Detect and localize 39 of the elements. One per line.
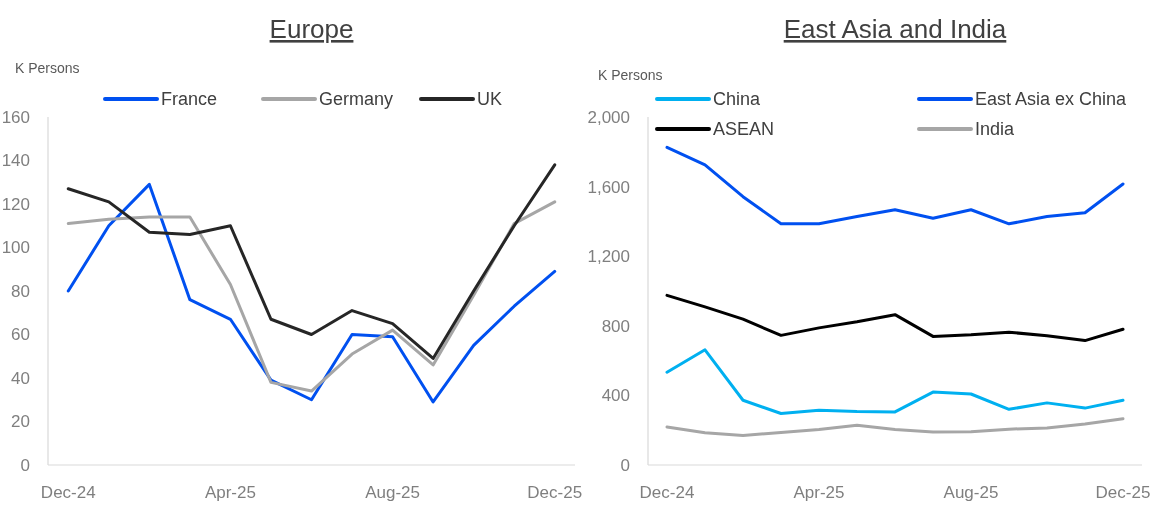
x-tick-label: Dec-25 bbox=[527, 483, 583, 502]
x-tick-label: Apr-25 bbox=[793, 483, 845, 502]
line-series bbox=[665, 145, 1125, 226]
y-tick-label: 1,200 bbox=[587, 247, 630, 267]
line-series bbox=[665, 348, 1125, 415]
legend-label: East Asia ex China bbox=[975, 89, 1128, 110]
y-tick-label: 1,600 bbox=[587, 177, 630, 197]
x-tick-label: Dec-24 bbox=[40, 483, 96, 502]
x-tick-label: Dec-25 bbox=[1095, 483, 1151, 502]
y-tick-label: 40 bbox=[11, 368, 30, 388]
x-tick-label: Dec-24 bbox=[639, 483, 695, 502]
x-tick-label: Aug-25 bbox=[943, 483, 999, 502]
line-series bbox=[665, 293, 1125, 343]
y-tick-label: 0 bbox=[620, 455, 630, 475]
y-tick-label: 80 bbox=[11, 281, 30, 301]
x-tick-label: Apr-25 bbox=[204, 483, 256, 502]
chart-title: East Asia and India bbox=[783, 14, 1007, 44]
chart-title: Europe bbox=[269, 14, 354, 44]
y-tick-label: 60 bbox=[11, 325, 30, 345]
legend-label: France bbox=[161, 89, 218, 110]
y-tick-label: 400 bbox=[601, 386, 630, 406]
line-series bbox=[665, 417, 1125, 437]
y-tick-label: 100 bbox=[1, 238, 30, 258]
y-tick-label: 20 bbox=[11, 412, 30, 432]
y-tick-label: 2,000 bbox=[587, 107, 630, 127]
legend-label: India bbox=[975, 119, 1016, 140]
y-tick-label: 160 bbox=[1, 107, 30, 127]
line-series bbox=[66, 163, 557, 360]
legend-label: UK bbox=[477, 89, 503, 110]
x-tick-label: Aug-25 bbox=[365, 483, 420, 502]
y-tick-label: 120 bbox=[1, 194, 30, 214]
legend-label: ASEAN bbox=[713, 119, 775, 140]
y-tick-label: 0 bbox=[20, 455, 30, 475]
y-tick-label: 800 bbox=[601, 316, 630, 336]
y-tick-label: 140 bbox=[1, 151, 30, 171]
y-axis-title: K Persons bbox=[598, 67, 663, 83]
legend-label: China bbox=[713, 89, 762, 110]
y-axis-title: K Persons bbox=[15, 60, 80, 76]
legend-label: Germany bbox=[319, 89, 394, 110]
